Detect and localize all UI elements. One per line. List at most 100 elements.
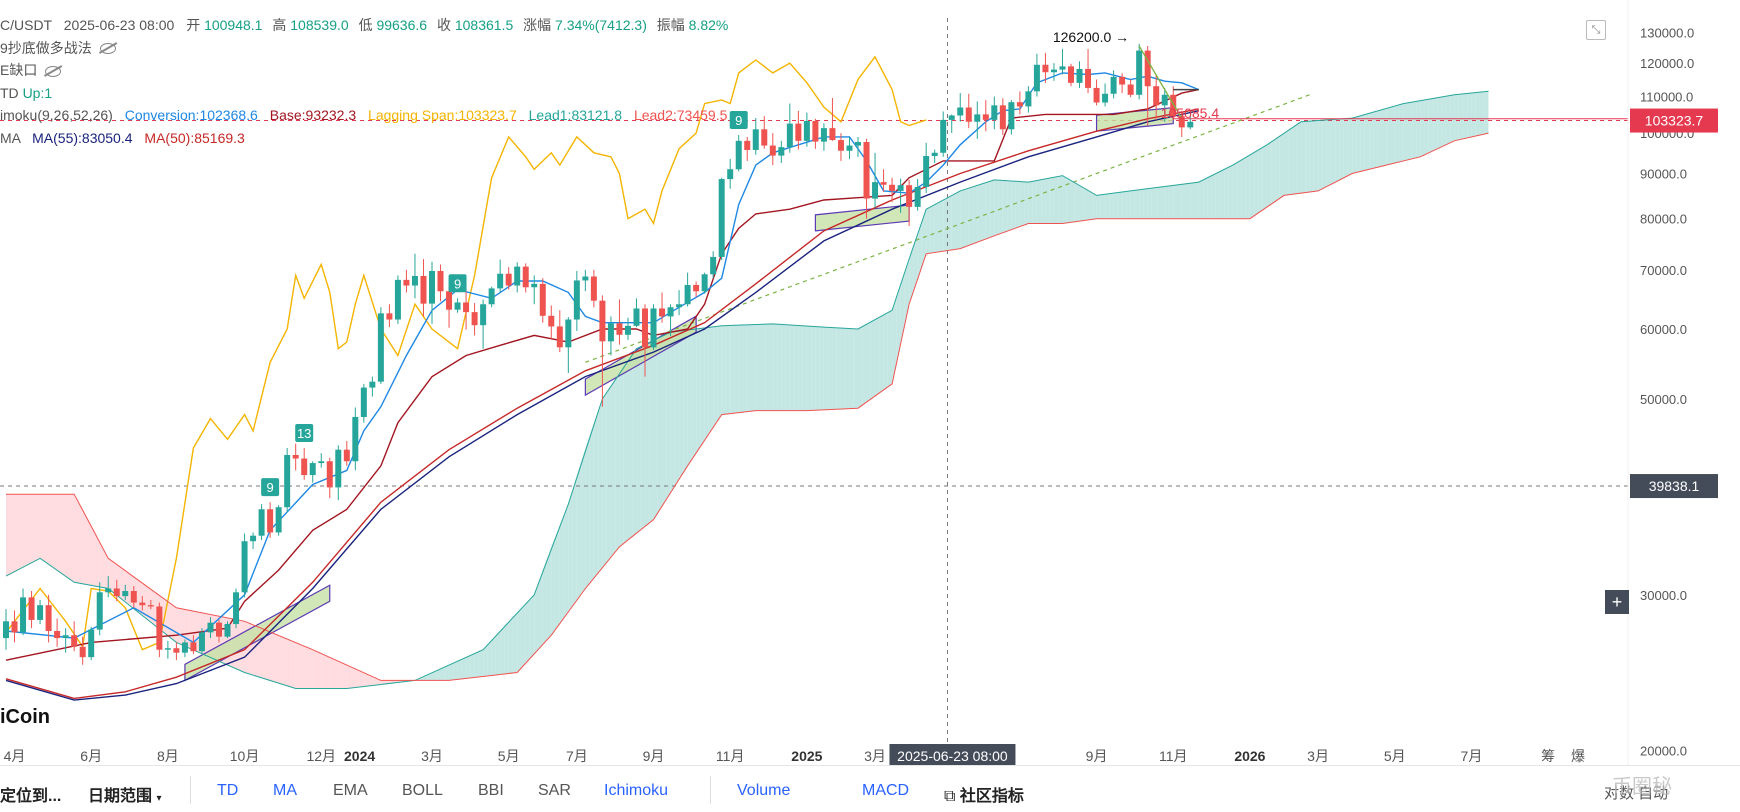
cloud-segment	[360, 671, 364, 687]
candle-body	[182, 642, 188, 652]
cloud-segment	[815, 327, 819, 411]
cloud-segment	[547, 547, 551, 640]
candle-body	[71, 635, 77, 647]
cloud-segment	[1075, 183, 1079, 222]
cloud-segment	[172, 605, 176, 643]
cloud-segment	[764, 324, 768, 411]
candle-body	[557, 326, 563, 347]
cloud-segment	[1016, 181, 1020, 228]
tab-td[interactable]: TD	[217, 782, 238, 800]
indicator-ichimoku: imoku(9,26,52,26)	[0, 107, 113, 123]
watermark: 币圈秘	[1612, 770, 1672, 799]
cloud-segment	[57, 494, 61, 573]
cloud-segment	[176, 608, 180, 644]
cloud-segment	[1352, 117, 1356, 174]
tab-macd[interactable]: MACD	[862, 782, 909, 800]
candle-body	[531, 284, 537, 287]
cloud-segment	[1288, 127, 1292, 194]
cloud-segment	[947, 195, 951, 250]
change-value: 7.34%(7412.3)	[555, 17, 647, 33]
expand-icon[interactable]: ⤡	[1586, 20, 1606, 40]
cloud-segment	[641, 344, 645, 529]
crosshair-time-label: 2025-06-23 08:00	[897, 748, 1008, 764]
cloud-segment	[1335, 119, 1339, 182]
candle-body	[1085, 69, 1091, 88]
cloud-segment	[300, 644, 304, 688]
indicator-header: C/USDT 2025-06-23 08:00 开 100948.1 高 108…	[0, 14, 728, 149]
candle-body	[327, 461, 333, 487]
cloud-segment	[1190, 183, 1194, 219]
x-tick-label: 3月	[864, 748, 886, 764]
cloud-segment	[279, 635, 283, 684]
hide-eye-icon[interactable]	[45, 66, 61, 77]
hide-eye-icon[interactable]	[100, 43, 116, 54]
candle-body	[787, 124, 793, 148]
candle-body	[3, 621, 9, 638]
tab-bbi[interactable]: BBI	[478, 782, 504, 800]
tab-volume[interactable]: Volume	[737, 782, 790, 800]
cloud-segment	[1041, 179, 1045, 224]
candle-body	[455, 302, 461, 309]
cloud-segment	[44, 494, 48, 564]
cloud-segment	[867, 322, 871, 402]
candle-body	[242, 541, 248, 592]
cloud-segment	[1084, 188, 1088, 221]
candle-body	[63, 635, 69, 638]
cloud-segment	[1480, 92, 1484, 135]
cloud-segment	[1050, 177, 1054, 223]
date-range-button[interactable]: 日期范围 ▾	[88, 782, 162, 806]
cloud-segment	[1024, 182, 1028, 225]
cloud-segment	[1131, 190, 1135, 218]
high-marker-label: 126200.0 →	[1053, 29, 1129, 45]
y-tick-label: 70000.0	[1640, 263, 1687, 278]
candle-body	[378, 313, 384, 381]
cloud-segment	[130, 573, 134, 608]
candle-body	[506, 274, 512, 286]
cloud-segment	[1045, 178, 1049, 223]
tab-ma[interactable]: MA	[273, 782, 297, 800]
cloud-segment	[66, 494, 70, 579]
candle-body	[156, 607, 162, 650]
tab-sar[interactable]: SAR	[538, 782, 571, 800]
cloud-segment	[32, 494, 36, 562]
candle-body	[565, 320, 571, 348]
candle-body	[88, 630, 94, 658]
cloud-segment	[1399, 104, 1403, 162]
cloud-segment	[849, 329, 853, 409]
cloud-segment	[1020, 182, 1024, 227]
cloud-segment	[1271, 139, 1275, 204]
cloud-segment	[581, 448, 585, 594]
cloud-segment	[1088, 190, 1092, 219]
cloud-segment	[645, 342, 649, 526]
tab-ichimoku[interactable]: Ichimoku	[604, 782, 668, 800]
candle-body	[795, 124, 801, 141]
cloud-segment	[181, 609, 185, 646]
cloud-segment	[453, 661, 457, 680]
crosshair-price-label: 39838.1	[1649, 478, 1700, 494]
candle-body	[591, 277, 597, 301]
cloud-segment	[607, 386, 611, 562]
add-alert-icon[interactable]: +	[1605, 590, 1629, 614]
cloud-segment	[313, 650, 317, 689]
candle-body	[761, 129, 767, 145]
tab-boll[interactable]: BOLL	[402, 782, 443, 800]
cloud-segment	[1284, 130, 1288, 195]
cloud-segment	[790, 325, 794, 411]
candle-body	[804, 121, 810, 141]
tab-ema[interactable]: EMA	[333, 782, 368, 800]
community-indicators-button[interactable]: ⧉ 社区指标	[944, 782, 1024, 806]
x-tick-label: 8月	[157, 748, 179, 764]
cloud-segment	[1237, 160, 1241, 219]
locate-button[interactable]: 定位到...	[0, 782, 61, 806]
cloud-segment	[1365, 113, 1369, 170]
cloud-segment	[1305, 121, 1309, 192]
candle-body	[438, 271, 444, 291]
candle-body	[753, 129, 759, 150]
candle-body	[574, 280, 580, 319]
candle-body	[148, 605, 154, 606]
x-tick-label: 9月	[643, 748, 665, 764]
candle-body	[923, 156, 929, 187]
cloud-segment	[1327, 120, 1331, 187]
cloud-segment	[696, 328, 700, 452]
cloud-segment	[1267, 142, 1271, 207]
